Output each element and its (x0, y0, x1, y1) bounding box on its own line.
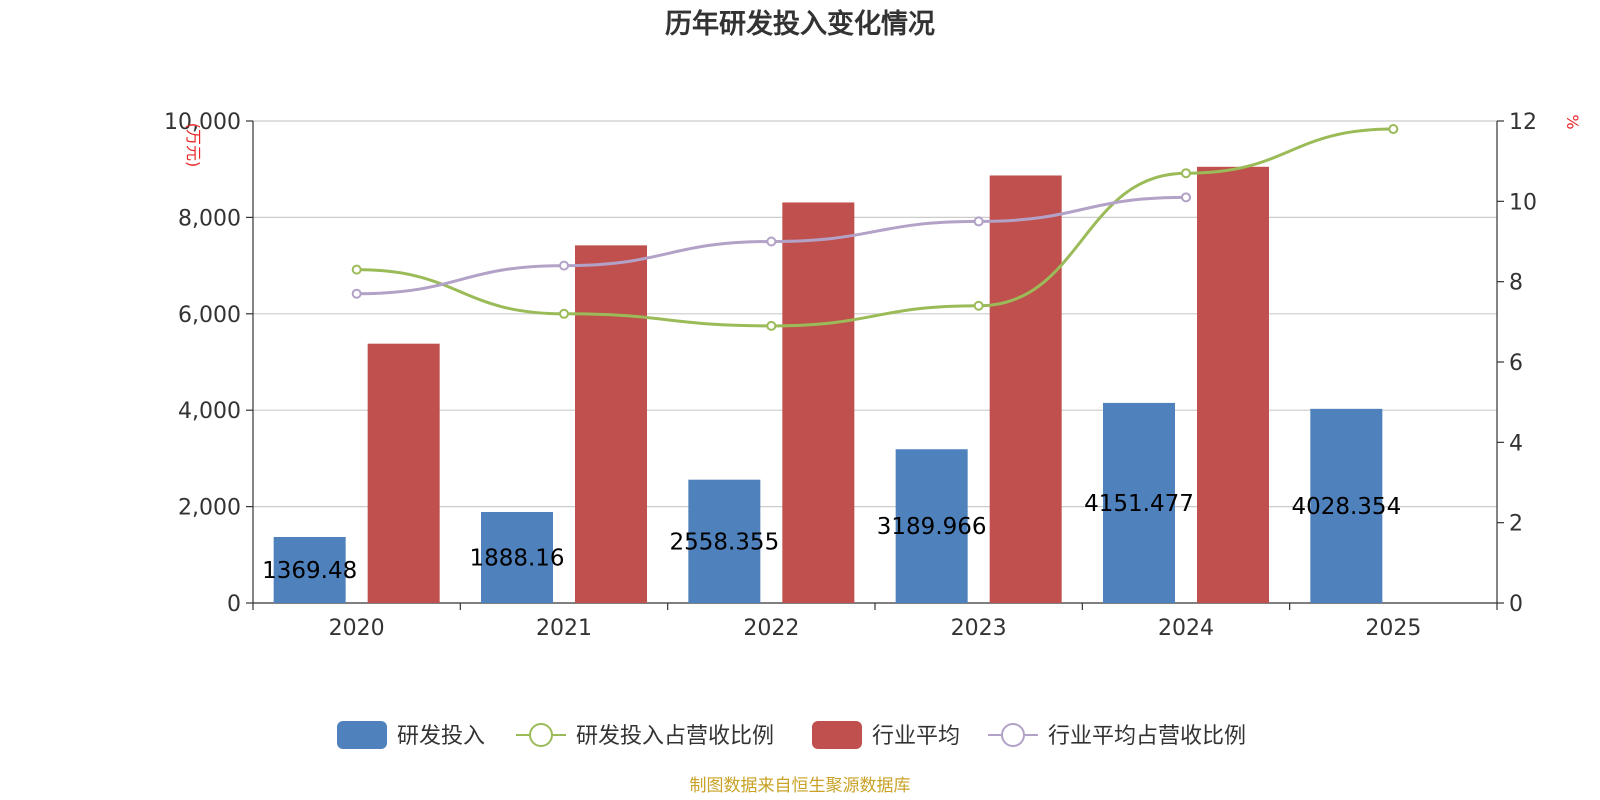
left-axis-tick-label: 2,000 (178, 496, 241, 521)
right-axis-tick-label: 8 (1509, 271, 1523, 296)
line-point (1388, 124, 1399, 135)
source-note: 制图数据来自恒生聚源数据库 (690, 776, 911, 796)
right-axis-tick-label: 12 (1509, 110, 1537, 135)
bar-data-label: 2558.355 (669, 529, 779, 555)
data-labels: 1369.48 1888.16 2558.355 3189.966 4151.477 40… (262, 491, 1401, 584)
line-point (973, 216, 984, 227)
left-axis-tick-label: 4,000 (178, 399, 241, 424)
x-axis-label: 2022 (743, 616, 799, 641)
bar-rd-investment (273, 536, 346, 603)
line-point (1181, 192, 1191, 203)
bar-industry-average (782, 202, 855, 603)
legend-swatch-bar (337, 721, 387, 749)
legend-swatch-bar (812, 721, 862, 749)
axes: 0 2,000 4,000 6,000 8,000 10,000 0 2 4 6 8 10 12 2020… (164, 110, 1537, 641)
left-axis-tick-label: 0 (227, 592, 241, 617)
line-point (973, 300, 984, 311)
x-axis-label: 2024 (1158, 616, 1214, 641)
right-axis-unit: % (1563, 114, 1582, 129)
x-axis-label: 2023 (951, 616, 1007, 641)
bar-data-label: 1888.16 (469, 545, 564, 571)
line-point (766, 236, 777, 247)
x-axis-label: 2025 (1365, 616, 1421, 641)
legend-swatch-marker (1001, 723, 1025, 747)
bar-data-label: 1369.48 (262, 558, 357, 584)
legend-label: 研发投入 (397, 724, 485, 749)
line-point (351, 288, 362, 299)
legend-label: 研发投入占营收比例 (576, 724, 774, 749)
line-point (1181, 168, 1191, 179)
bar-rd-investment (688, 479, 761, 603)
right-axis-tick-label: 4 (1509, 431, 1523, 456)
bar-industry-average (1197, 166, 1269, 604)
line-point (559, 308, 569, 319)
bar-industry-average (575, 245, 647, 603)
x-axis-label: 2020 (329, 616, 385, 641)
right-axis-tick-label: 0 (1509, 592, 1523, 617)
bar-rd-investment (481, 511, 553, 603)
bar-rd-investment (895, 449, 968, 603)
left-axis-tick-label: 8,000 (178, 206, 241, 231)
bar-industry-average (989, 175, 1062, 603)
x-axis-label: 2021 (536, 616, 592, 641)
legend: 研发投入 研发投入占营收比例 行业平均 行业平均占营收比例 (337, 721, 1246, 749)
line-rd-ratio (356, 127, 1394, 328)
left-axis-tick-label: 6,000 (178, 303, 241, 328)
line-point (351, 264, 362, 275)
line-series (351, 124, 1399, 331)
right-axis-tick-label: 6 (1509, 351, 1523, 376)
bar-rd-investment (1103, 402, 1175, 603)
bar-series (273, 166, 1383, 604)
legend-swatch-marker (529, 723, 553, 747)
right-axis-tick-label: 10 (1509, 190, 1537, 215)
left-axis-unit: (万元) (184, 123, 203, 168)
legend-label: 行业平均 (872, 724, 960, 749)
line-point (766, 320, 777, 331)
bar-data-label: 4151.477 (1084, 491, 1194, 517)
legend-label: 行业平均占营收比例 (1048, 724, 1246, 749)
bar-rd-investment (1310, 408, 1383, 603)
bar-data-label: 3189.966 (877, 514, 987, 540)
left-axis-tick-label: 10,000 (164, 110, 241, 135)
bar-data-label: 4028.354 (1291, 494, 1401, 520)
right-axis-tick-label: 2 (1509, 512, 1523, 537)
line-point (559, 260, 569, 271)
bar-industry-average (367, 343, 440, 603)
chart-title: 历年研发投入变化情况 (665, 8, 935, 40)
grid-lines (253, 120, 1497, 508)
